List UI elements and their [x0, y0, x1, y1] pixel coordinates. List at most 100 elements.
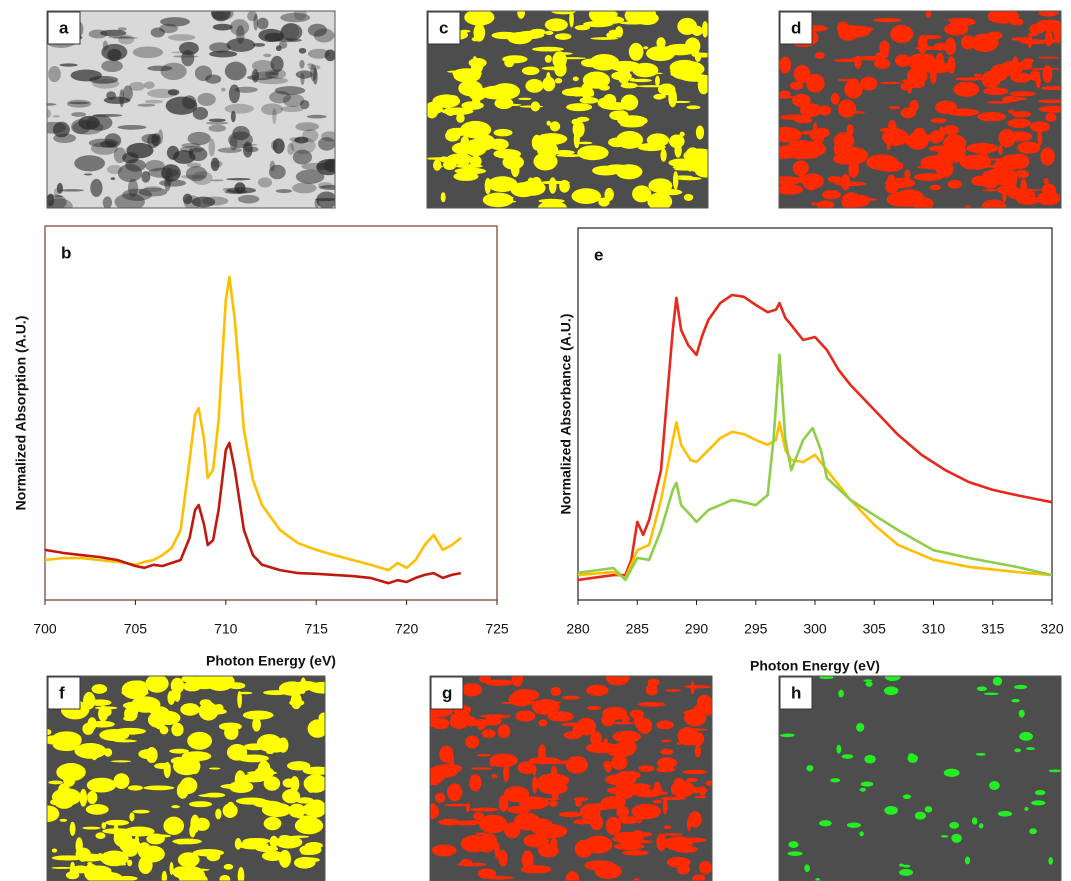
blob	[98, 706, 108, 722]
blob	[559, 180, 570, 193]
blob	[276, 189, 292, 193]
blob	[879, 40, 890, 55]
blob	[680, 728, 708, 730]
blob	[1006, 131, 1033, 141]
blob	[674, 778, 685, 788]
blob	[213, 24, 233, 31]
blob	[574, 131, 580, 148]
blob	[276, 45, 282, 51]
blob	[890, 25, 913, 43]
blob	[158, 129, 163, 144]
blob	[545, 18, 568, 31]
blob	[168, 34, 196, 41]
blob	[146, 747, 158, 763]
blob	[114, 824, 119, 840]
blob	[475, 832, 487, 835]
blob	[974, 73, 982, 77]
blob	[288, 804, 305, 818]
blob	[828, 176, 842, 183]
blob	[92, 79, 119, 89]
blob	[673, 171, 678, 190]
blob	[319, 712, 330, 723]
blob	[482, 729, 496, 738]
blob	[834, 182, 866, 187]
blob	[510, 696, 530, 699]
blob	[538, 201, 567, 214]
blob	[133, 46, 163, 58]
blob	[247, 11, 257, 21]
blob	[819, 820, 832, 826]
blob	[972, 817, 978, 824]
blob	[473, 134, 495, 150]
blob	[840, 25, 871, 37]
x-tick-label: 715	[305, 621, 329, 637]
blob	[187, 163, 201, 168]
blob	[653, 799, 662, 803]
blob	[66, 871, 79, 879]
x-tick-label: 300	[803, 621, 827, 637]
blob	[318, 182, 332, 188]
blob	[461, 859, 473, 867]
blob	[202, 197, 228, 206]
blob	[998, 145, 1002, 155]
blob	[209, 119, 226, 122]
blob	[300, 677, 306, 693]
blob	[1010, 189, 1041, 191]
blob	[647, 133, 669, 146]
blob	[525, 79, 543, 93]
blob	[554, 62, 566, 77]
blob	[257, 18, 269, 30]
blob	[485, 876, 514, 879]
blob	[518, 98, 531, 100]
blob	[633, 785, 642, 788]
blob	[665, 689, 681, 692]
blob	[280, 23, 302, 41]
blob	[1014, 748, 1021, 752]
blob	[211, 179, 224, 181]
blob	[287, 761, 310, 770]
blob	[498, 850, 507, 867]
blob	[884, 806, 898, 815]
blob	[632, 840, 653, 843]
blob	[772, 176, 801, 185]
blob	[860, 77, 877, 91]
blob	[87, 791, 97, 804]
blob	[806, 74, 824, 93]
blob	[643, 46, 648, 49]
blob	[549, 177, 557, 193]
blob	[589, 6, 613, 24]
blob	[143, 785, 174, 790]
blob	[1017, 142, 1040, 154]
blob	[573, 819, 592, 824]
blob	[165, 168, 172, 186]
blob	[1036, 74, 1041, 89]
blob	[614, 843, 645, 850]
x-tick-label: 305	[863, 621, 887, 637]
blob	[456, 155, 470, 166]
blob	[441, 192, 446, 202]
blob	[569, 11, 574, 28]
blob	[128, 785, 143, 790]
blob	[272, 108, 276, 124]
blob	[771, 127, 802, 142]
blob	[53, 122, 70, 138]
blob	[995, 173, 1017, 185]
blob	[1043, 65, 1053, 83]
blob	[52, 849, 57, 853]
blob	[935, 101, 957, 114]
blob	[1030, 68, 1060, 70]
panel-label: h	[791, 683, 801, 702]
blob	[181, 143, 200, 148]
blob	[1037, 130, 1042, 146]
blob	[920, 155, 951, 170]
blob	[218, 148, 242, 153]
blob	[538, 720, 547, 727]
blob	[566, 103, 592, 111]
blob	[1049, 770, 1062, 773]
blob	[804, 864, 810, 872]
blob	[636, 85, 668, 87]
blob	[512, 668, 523, 687]
blob	[258, 177, 272, 187]
blob	[215, 809, 221, 820]
blob	[811, 202, 817, 205]
